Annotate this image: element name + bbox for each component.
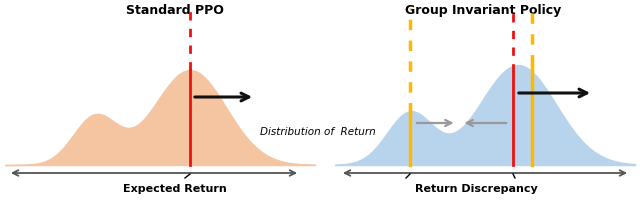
Text: Standard PPO: Standard PPO [126, 4, 224, 17]
Text: Return Discrepancy: Return Discrepancy [415, 184, 538, 194]
Text: Distribution of  Return: Distribution of Return [260, 127, 376, 137]
Text: Group Invariant Policy: Group Invariant Policy [405, 4, 561, 17]
Text: Expected Return: Expected Return [123, 184, 227, 194]
